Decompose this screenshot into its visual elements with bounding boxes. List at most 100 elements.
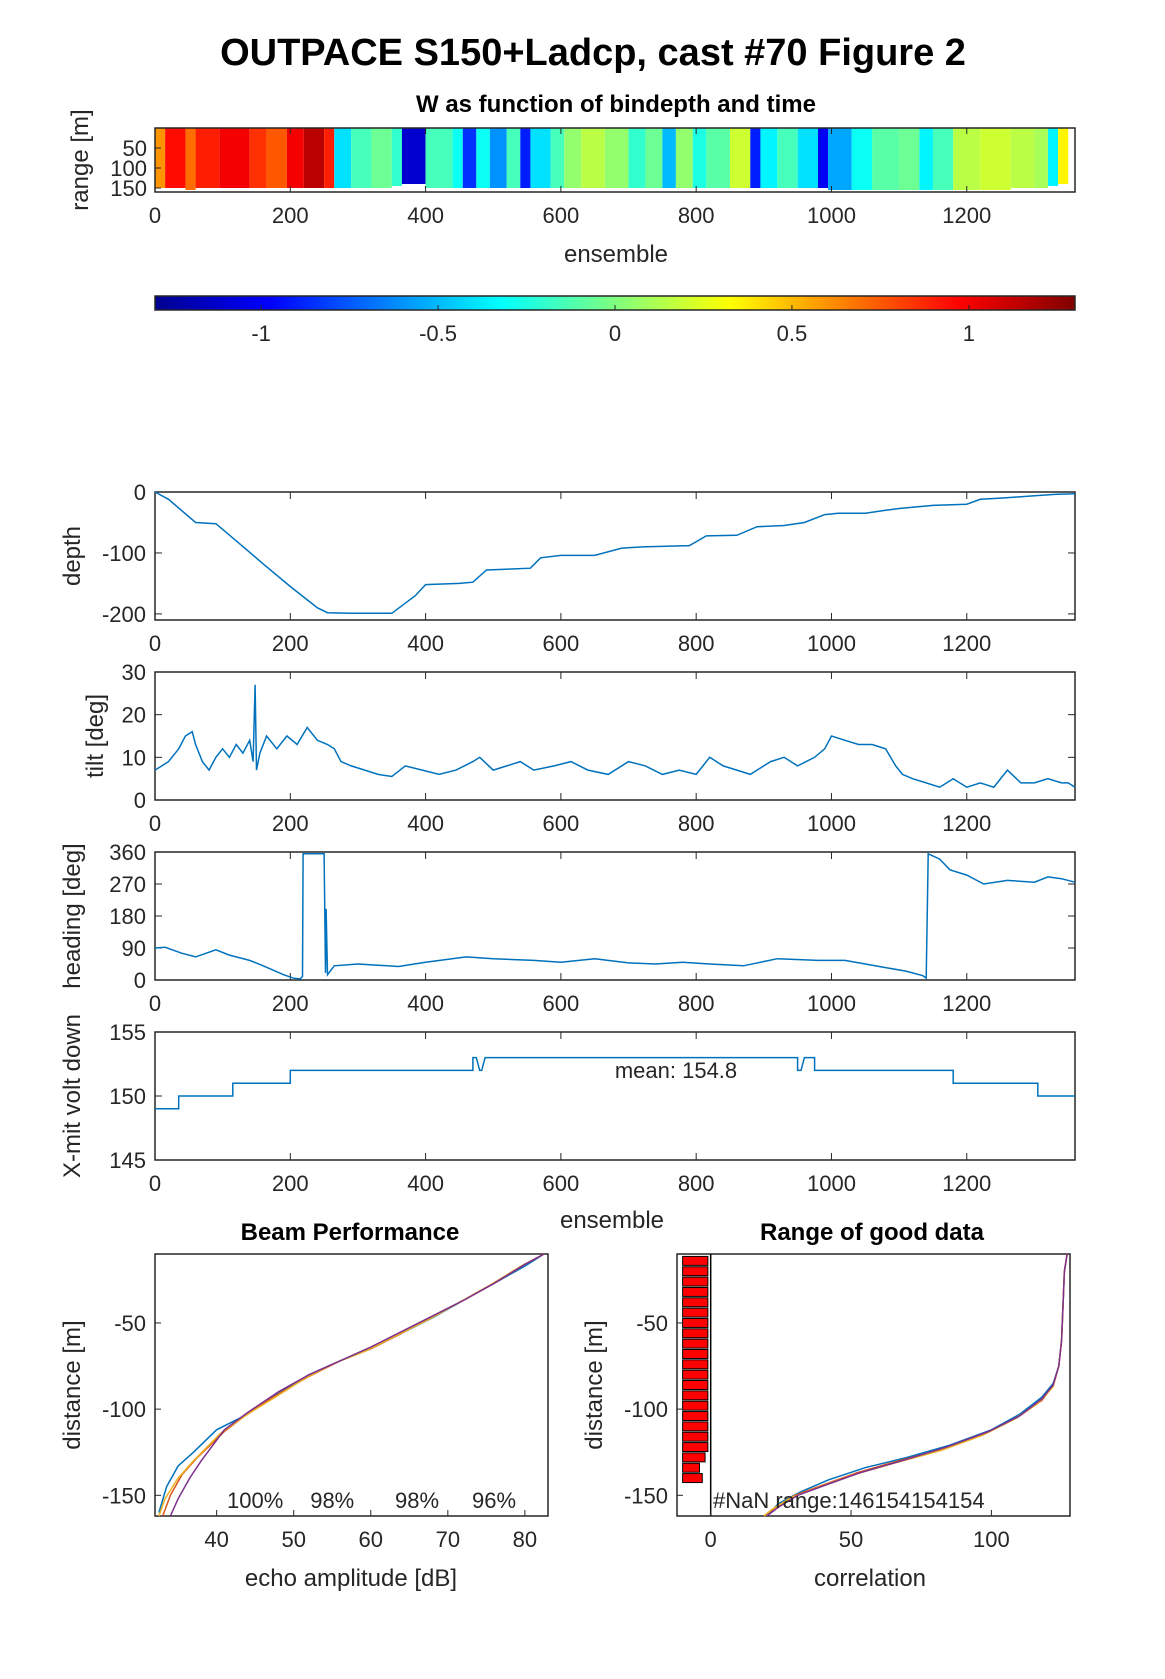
w-segment-13 [391,128,402,186]
range-series-lines [763,1253,1068,1517]
range-y-ticks: -50 -100 -150 [624,1311,683,1508]
w-segment-24 [564,128,582,188]
w-xtick-label: 200 [272,203,309,228]
w-segment-35 [760,128,778,188]
tilt-ytick-label: 10 [122,745,146,770]
tilt-xtick-label: 1200 [942,811,991,836]
depth-panel: 0 200 400 600 800 1000 1200 0 -100 -200 depth [59,480,1076,656]
tilt-xtick-label: 1000 [807,811,856,836]
tilt-ytick-label: 0 [134,788,146,813]
range-nan-bar [682,1286,709,1297]
range-nan-bar [682,1255,709,1266]
range-nan-bar [682,1462,700,1473]
w-segment-19 [489,128,507,188]
beam-x-ticks: 40 50 60 70 80 [204,1510,537,1552]
w-heatmap-xlabel: ensemble [564,241,668,268]
w-segment-2 [185,128,196,190]
heading-xtick-label: 400 [407,991,444,1016]
beam-percent-label: 98% [310,1488,354,1513]
heading-xtick-label: 200 [272,991,309,1016]
depth-xtick-label: 600 [543,631,580,656]
beam-performance-panel: Beam Performance 40 50 60 70 80 -50-100-150 … [59,1219,549,1592]
w-xtick-label: 1000 [807,203,856,228]
depth-ytick-label: 0 [134,480,146,505]
xmit-xtick-label: 0 [149,1171,161,1196]
heading-xtick-label: 1200 [942,991,991,1016]
w-segment-18 [476,128,490,188]
heading-line [154,852,1076,980]
w-heatmap-x-ticks: 0 200 400 600 800 1000 1200 [149,128,991,228]
w-segment-23 [550,128,565,188]
range-nan-bar [682,1421,709,1432]
w-segment-41 [872,128,900,190]
w-segment-37 [797,128,818,188]
xmit-ytick-label: 150 [109,1084,146,1109]
tilt-line [154,684,1076,789]
w-segment-29 [662,128,676,188]
heading-y-ticks: 360 270 180 90 0 [109,840,1075,993]
w-segment-45 [953,128,981,190]
heading-x-ticks: 0 200 400 600 800 1000 1200 [149,852,991,1016]
w-segment-42 [899,128,920,190]
w-segment-31 [692,128,707,188]
depth-axes-box [154,491,1076,621]
range-nan-bar [682,1276,709,1287]
beam-xtick-label: 50 [281,1527,305,1552]
range-nan-bar [682,1266,709,1277]
beam-percent-label: 98% [395,1488,439,1513]
w-segment-10 [334,128,352,188]
colorbar-tick-label: 0.5 [777,321,808,346]
range-ytick-label: -50 [636,1311,668,1336]
range-nan-bar [682,1431,709,1442]
xmit-xtick-label: 200 [272,1171,309,1196]
tilt-xtick-label: 800 [678,811,715,836]
w-xtick-label: 800 [678,203,715,228]
heading-ytick-label: 0 [134,968,146,993]
beam-xtick-label: 80 [513,1527,537,1552]
range-series-line-3 [766,1253,1068,1517]
heading-ytick-label: 180 [109,904,146,929]
colorbar-tick-label: 1 [963,321,975,346]
tilt-x-ticks: 0 200 400 600 800 1000 1200 [149,672,991,836]
tilt-xtick-label: 400 [407,811,444,836]
w-heatmap-axes-box [154,127,1076,193]
depth-xtick-label: 1200 [942,631,991,656]
xmit-xtick-label: 600 [543,1171,580,1196]
w-xtick-label: 400 [407,203,444,228]
range-nan-bar [682,1473,703,1484]
beam-xlabel: echo amplitude [dB] [245,1565,457,1592]
tilt-axes-box [154,671,1076,801]
heading-xtick-label: 800 [678,991,715,1016]
w-segment-11 [351,128,372,188]
w-segment-32 [706,128,730,188]
xmit-xtick-label: 1000 [807,1171,856,1196]
colorbar-ticks: -1 -0.5 0 0.5 1 [251,305,975,346]
depth-xtick-label: 800 [678,631,715,656]
colorbar-tick-label: 0 [609,321,621,346]
w-segment-36 [777,128,798,188]
w-segment-50 [1058,128,1069,184]
tilt-ylabel: tilt [deg] [82,694,109,778]
xmit-xtick-label: 800 [678,1171,715,1196]
w-heatmap-ylabel: range [m] [67,109,94,210]
w-segment-22 [530,128,551,188]
range-ytick-label: -100 [624,1397,668,1422]
tilt-panel: 0 200 400 600 800 1000 1200 30 20 10 0 tilt [deg] [82,660,1076,836]
beam-xtick-label: 40 [204,1527,228,1552]
colorbar-tick-label: -0.5 [419,321,457,346]
range-nan-bar [682,1411,709,1422]
beam-performance-title: Beam Performance [241,1219,460,1246]
depth-xtick-label: 1000 [807,631,856,656]
figure-title: OUTPACE S150+Ladcp, cast #70 Figure 2 [220,32,966,74]
heading-ytick-label: 90 [122,936,146,961]
beam-xtick-label: 60 [359,1527,383,1552]
range-nan-bar [682,1307,709,1318]
xmit-panel: 0 200 400 600 800 1000 1200 155 150 145 mean: 15… [59,1014,1076,1234]
range-nan-bar [682,1452,706,1463]
w-segment-47 [1010,128,1035,188]
w-segment-16 [452,128,463,188]
range-nan-bar [682,1400,709,1411]
range-good-data-title: Range of good data [760,1219,985,1246]
xmit-line [155,1056,1075,1110]
xmit-axes-box [154,1031,1076,1161]
